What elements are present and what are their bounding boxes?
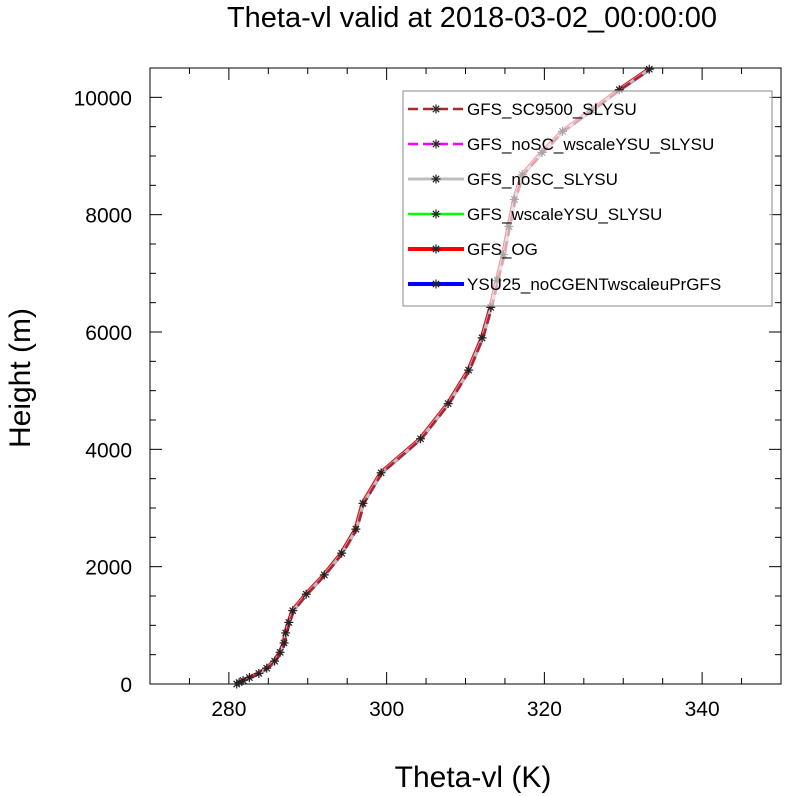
data-point-marker <box>270 656 280 666</box>
data-point-marker <box>464 365 474 375</box>
legend-marker <box>431 174 441 184</box>
y-tick-label: 2000 <box>85 557 132 580</box>
legend-marker <box>431 244 441 254</box>
chart-title: Theta-vl valid at 2018-03-02_00:00:00 <box>227 2 717 34</box>
y-axis-label: Height (m) <box>4 308 37 448</box>
data-point-marker <box>319 570 329 580</box>
x-tick-label: 320 <box>527 698 562 721</box>
data-point-marker <box>351 524 361 534</box>
legend-marker <box>431 139 441 149</box>
legend-box <box>402 90 773 307</box>
data-point-marker <box>288 606 298 616</box>
x-axis-label: Theta-vl (K) <box>395 761 552 794</box>
legend: GFS_SC9500_SLYSU GFS_noSC_wscaleYSU_SLYSU… <box>402 90 773 307</box>
legend-label-4: GFS_wscaleYSU_SLYSU <box>467 205 662 224</box>
legend-label-1: GFS_SC9500_SLYSU <box>467 100 637 119</box>
data-point-marker <box>281 628 291 638</box>
data-point-marker <box>477 333 487 343</box>
legend-label-2: GFS_noSC_wscaleYSU_SLYSU <box>467 135 714 154</box>
y-tick-label: 6000 <box>85 322 132 345</box>
data-point-marker <box>358 498 368 508</box>
legend-marker <box>431 104 441 114</box>
axis-ticks: 280 300 320 340 0 2000 4000 6000 8000 10000 <box>74 67 782 721</box>
data-point-marker <box>284 617 294 627</box>
y-tick-label: 10000 <box>74 87 132 110</box>
data-point-marker <box>376 468 386 478</box>
data-point-marker <box>244 673 254 683</box>
legend-label-6: YSU25_noCGENTwscaleuPrGFS <box>467 275 721 294</box>
data-point-marker <box>301 589 311 599</box>
legend-label-5: GFS_OG <box>467 240 538 259</box>
legend-marker <box>431 209 441 219</box>
y-tick-label: 8000 <box>85 205 132 228</box>
data-point-marker <box>337 548 347 558</box>
data-point-marker <box>416 434 426 444</box>
x-tick-label: 280 <box>211 698 246 721</box>
y-tick-label: 4000 <box>85 439 132 462</box>
y-tick-label: 0 <box>120 674 132 697</box>
data-point-marker <box>262 663 272 673</box>
x-tick-label: 300 <box>369 698 404 721</box>
data-point-marker <box>644 64 654 74</box>
data-point-marker <box>443 399 453 409</box>
legend-marker <box>431 279 441 289</box>
legend-label-3: GFS_noSC_SLYSU <box>467 170 618 189</box>
data-point-marker <box>275 647 285 657</box>
x-tick-label: 340 <box>685 698 720 721</box>
data-point-marker <box>254 668 264 678</box>
data-point-marker <box>279 638 289 648</box>
